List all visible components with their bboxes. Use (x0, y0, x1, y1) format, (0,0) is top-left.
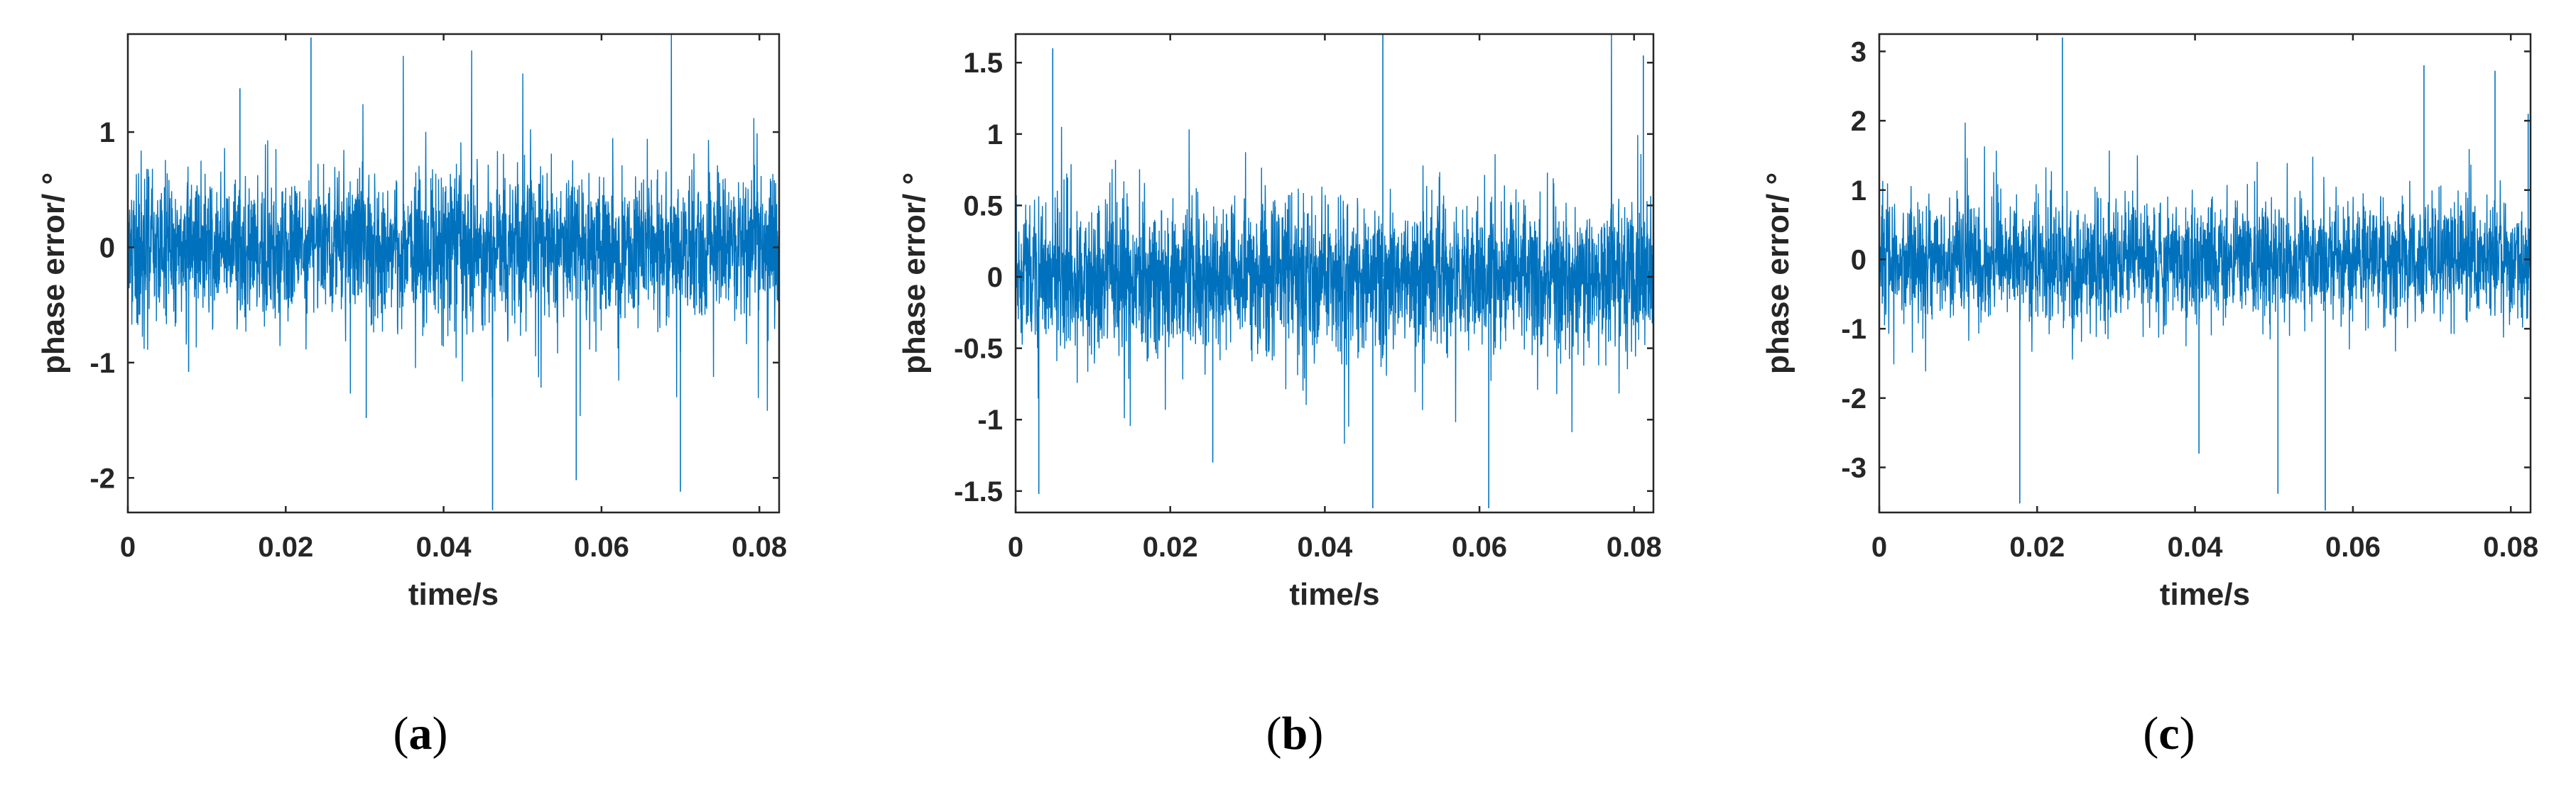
axes-frame (1014, 33, 1655, 514)
y-axis-label: phase error/ ° (897, 172, 932, 374)
x-tick-label: 0.04 (416, 532, 472, 563)
caption-a: (a) (393, 708, 448, 759)
x-axis-label: time/s (2160, 577, 2250, 612)
chart-panel-a: 0 0.02 0.04 0.06 0.08 -2 -1 0 1 time/s phase error… (36, 33, 787, 612)
y-tick-label: 0 (99, 232, 115, 263)
x-tick-label: 0.06 (574, 532, 629, 563)
y-tick-label: 1.5 (963, 48, 1003, 79)
y-tick-label: 2 (1851, 106, 1866, 137)
axes-frame (126, 33, 781, 514)
x-tick-label: 0 (1008, 532, 1023, 563)
series-line (1879, 122, 2531, 372)
x-tick-label: 0.02 (1143, 532, 1198, 563)
y-tick-label: 0 (1851, 244, 1866, 275)
x-tick-label: 0.08 (732, 532, 787, 563)
x-tick-label: 0.02 (2009, 532, 2065, 563)
y-tick-label: -3 (1841, 453, 1866, 484)
series-line (1016, 34, 1653, 444)
y-tick-label: 1 (987, 119, 1003, 150)
chart-panel-c: 0 0.02 0.04 0.06 0.08 -3 -2 -1 0 1 2 3 time/s phase e… (1761, 33, 2538, 612)
y-tick-label: 3 (1851, 36, 1866, 67)
x-tick-label: 0.04 (1297, 532, 1353, 563)
x-axis-label: time/s (408, 577, 499, 612)
y-tick-label: -1.5 (954, 476, 1003, 508)
y-tick-label: -2 (89, 463, 115, 494)
caption-b: (b) (1266, 708, 1324, 759)
x-tick-label: 0.08 (2483, 532, 2538, 563)
x-tick-label: 0.04 (2168, 532, 2224, 563)
chart-panel-b: 0 0.02 0.04 0.06 0.08 -1.5 -1 -0.5 0 0.5 1 1.5 time/… (897, 33, 1662, 612)
x-tick-label: 0.06 (2325, 532, 2381, 563)
x-tick-label: 0 (120, 532, 136, 563)
y-tick-label: -1 (977, 405, 1003, 436)
y-tick-label: 1 (99, 117, 115, 148)
y-tick-label: 0.5 (963, 190, 1003, 221)
y-axis-label: phase error/ ° (36, 172, 71, 374)
x-axis-label: time/s (1289, 577, 1379, 612)
y-axis-label: phase error/ ° (1761, 172, 1795, 374)
y-tick-label: 1 (1851, 175, 1866, 207)
caption-c: (c) (2143, 708, 2195, 759)
x-tick-label: 0.06 (1452, 532, 1507, 563)
series-line (128, 34, 779, 417)
y-tick-label: 0 (987, 262, 1003, 293)
y-tick-label: -1 (89, 348, 115, 379)
y-tick-label: -1 (1841, 314, 1866, 345)
y-tick-label: -0.5 (954, 334, 1003, 365)
y-tick-label: -2 (1841, 383, 1866, 415)
x-tick-label: 0.02 (258, 532, 313, 563)
x-tick-label: 0.08 (1607, 532, 1662, 563)
x-tick-label: 0 (1871, 532, 1887, 563)
axes-frame (1878, 33, 2532, 514)
